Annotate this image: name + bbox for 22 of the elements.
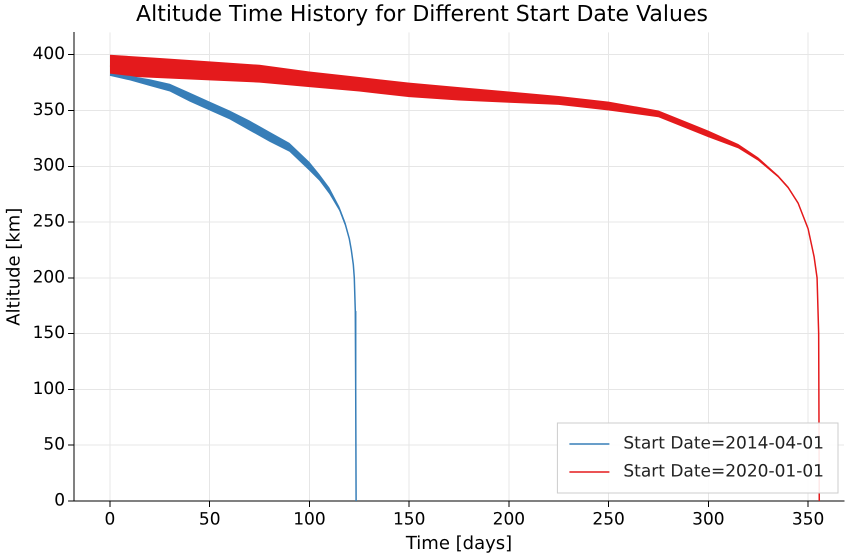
x-tick-label: 50 xyxy=(198,510,221,530)
y-tick-label: 300 xyxy=(32,156,66,176)
y-tick-label: 150 xyxy=(32,323,66,344)
y-tick-label: 0 xyxy=(54,490,66,510)
x-tick-label: 300 xyxy=(692,510,725,530)
chart-title: Altitude Time History for Different Start Date Values xyxy=(136,2,708,27)
y-tick-label: 50 xyxy=(43,434,66,455)
y-tick-label: 350 xyxy=(32,100,66,120)
x-tick-label: 150 xyxy=(392,510,426,530)
y-tick-label: 200 xyxy=(32,267,66,288)
x-tick-label: 100 xyxy=(293,510,326,530)
x-tick-label: 200 xyxy=(492,510,526,530)
legend-label: Start Date=2014-04-01 xyxy=(623,433,824,454)
x-tick-label: 350 xyxy=(792,510,824,530)
x-axis-title: Time [days] xyxy=(404,532,512,554)
y-tick-label: 250 xyxy=(32,211,66,232)
legend-label: Start Date=2020-01-01 xyxy=(623,461,824,482)
y-tick-label: 400 xyxy=(32,44,66,64)
y-tick-label: 100 xyxy=(32,378,66,399)
y-axis-title: Altitude [km] xyxy=(3,208,24,326)
x-tick-label: 250 xyxy=(592,510,625,530)
x-tick-label: 0 xyxy=(104,510,116,530)
